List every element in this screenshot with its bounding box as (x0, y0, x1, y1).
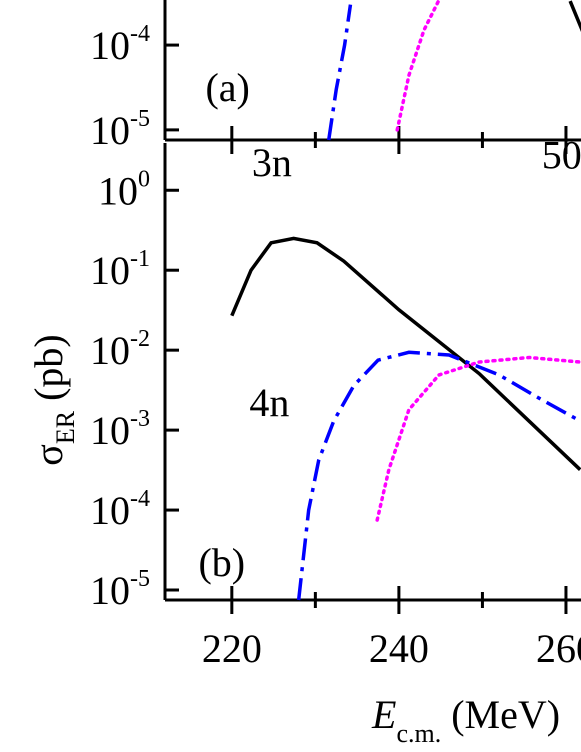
y-tick-label: 10-1 (90, 246, 150, 293)
tick-base: 10 (98, 168, 138, 213)
series-line (296, 350, 581, 601)
label-sub: c.m. (396, 719, 441, 748)
x-axis-label: Ec.m. (MeV) (371, 692, 560, 748)
x-tick-label: 240 (369, 626, 429, 671)
annotation: 3n (252, 140, 292, 185)
tick-exp: -4 (130, 486, 150, 512)
label-sub: ER (51, 410, 80, 444)
series-line (395, 0, 441, 132)
y-axis-label: σER (pb) (26, 334, 80, 465)
label-main: σ (26, 444, 71, 466)
tick-exp: -3 (130, 406, 150, 432)
tick-exp: -5 (130, 106, 150, 132)
tick-exp: -5 (130, 566, 150, 592)
series-line (326, 4, 353, 141)
tick-base: 10 (90, 568, 130, 613)
tick-base: 10 (90, 248, 130, 293)
tick-base: 10 (90, 408, 130, 453)
tick-base: 10 (90, 23, 130, 68)
annotation: 50 (542, 133, 581, 178)
y-tick-label: 10-2 (90, 326, 150, 373)
annotation: (b) (198, 540, 245, 585)
x-tick-label: 260 (536, 626, 581, 671)
tick-base: 10 (90, 328, 130, 373)
annotation: (a) (205, 65, 249, 110)
label-rest: (pb) (26, 334, 71, 411)
y-tick-label: 10-3 (90, 406, 150, 453)
x-tick-label: 220 (202, 626, 262, 671)
series-line (230, 236, 581, 471)
annotation: 4n (249, 380, 289, 425)
tick-base: 10 (90, 108, 130, 153)
y-tick-label: 10-4 (90, 21, 150, 68)
series-line (375, 355, 581, 522)
y-tick-label: 100 (98, 166, 150, 213)
tick-exp: -1 (130, 246, 150, 272)
series-line (568, 0, 581, 32)
y-tick-label: 10-4 (90, 486, 150, 533)
label-main: E (371, 692, 396, 737)
tick-exp: -4 (130, 21, 150, 47)
tick-exp: 0 (138, 166, 150, 192)
y-tick-label: 10-5 (90, 566, 150, 613)
y-tick-label: 10-5 (90, 106, 150, 153)
tick-exp: -2 (130, 326, 150, 352)
tick-base: 10 (90, 488, 130, 533)
label-rest: (MeV) (441, 692, 560, 737)
